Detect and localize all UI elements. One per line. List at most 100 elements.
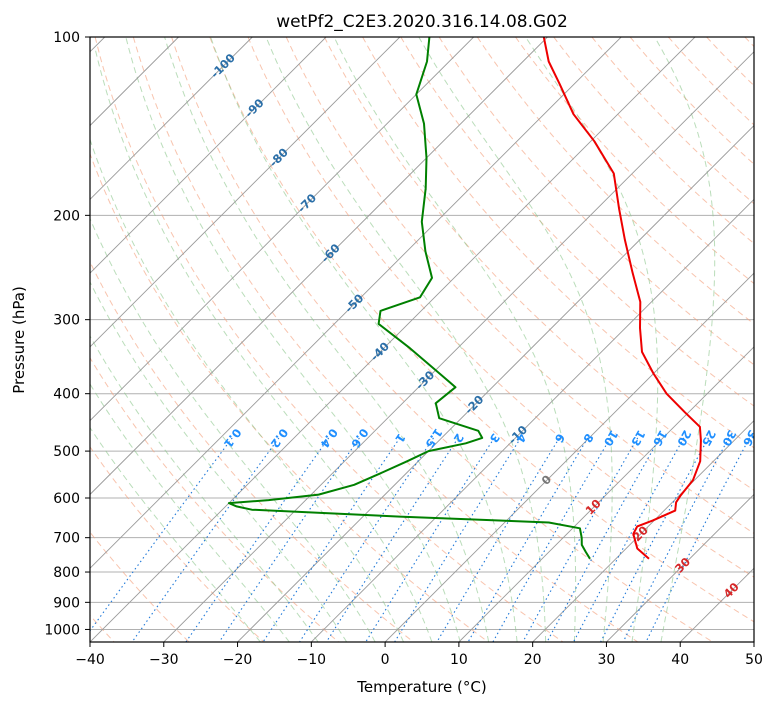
isotherm-label: -20 bbox=[462, 392, 487, 417]
dry-adiabat bbox=[94, 37, 564, 642]
x-tick-label: −20 bbox=[223, 652, 253, 668]
isotherm-line bbox=[311, 198, 754, 642]
y-tick-label: 100 bbox=[53, 30, 80, 46]
y-tick-label: 200 bbox=[53, 208, 80, 224]
y-tick-label: 900 bbox=[53, 595, 80, 611]
mixing-ratio-line bbox=[131, 437, 280, 642]
mixing-ratio-label: 1 bbox=[392, 431, 408, 446]
moist-adiabat bbox=[525, 37, 659, 642]
moist-adiabat bbox=[418, 37, 613, 642]
isotherm-line bbox=[90, 37, 474, 422]
y-tick-label: 1000 bbox=[44, 622, 80, 638]
dry-adiabat bbox=[629, 37, 754, 165]
mixing-ratio-line bbox=[436, 437, 560, 642]
y-tick-label: 400 bbox=[53, 387, 80, 403]
plot-frame bbox=[89, 36, 755, 643]
dry-adiabat bbox=[90, 260, 414, 642]
x-tick-label: 50 bbox=[745, 652, 763, 668]
isotherm-label: -60 bbox=[318, 241, 343, 266]
isotherm-line bbox=[458, 346, 754, 642]
x-tick-label: 20 bbox=[524, 652, 542, 668]
dry-adiabats bbox=[90, 37, 754, 642]
mixing-ratio-label: 30 bbox=[719, 428, 739, 449]
isotherm-label: -70 bbox=[295, 191, 320, 216]
isotherm-label: 10 bbox=[583, 496, 604, 517]
y-axis-title: Pressure (hPa) bbox=[10, 286, 28, 394]
isotherms bbox=[90, 37, 754, 642]
isotherm-label: -40 bbox=[367, 339, 392, 364]
mixing-ratio-line bbox=[325, 437, 459, 642]
dry-adiabat bbox=[515, 37, 754, 285]
moist-adiabat bbox=[94, 49, 433, 642]
mixing-ratio-label: 3 bbox=[487, 431, 503, 445]
isotherm-label: 0 bbox=[539, 472, 555, 488]
isotherm-line bbox=[90, 37, 548, 496]
y-tick-label: 300 bbox=[53, 313, 80, 329]
dry-adiabat bbox=[476, 37, 754, 325]
y-axis-ticks: 100 200 300 400 500 600 700 800 900 1000 bbox=[44, 30, 90, 638]
plot-area: -100-90-80-70-60-50-40-30-20-10010203040… bbox=[90, 37, 754, 642]
moist-adiabat bbox=[125, 37, 461, 642]
mixing-ratio-line bbox=[299, 437, 434, 642]
isotherm-line bbox=[384, 272, 754, 642]
x-tick-label: −30 bbox=[149, 652, 179, 668]
mixing-ratio-label: 1.5 bbox=[422, 426, 445, 451]
moist-adiabat bbox=[333, 37, 577, 642]
mixing-ratio-label: 0.6 bbox=[348, 426, 371, 451]
mixing-ratio-label: 13 bbox=[628, 428, 648, 449]
mixing-ratio-line bbox=[218, 437, 360, 642]
dry-adiabat bbox=[90, 356, 339, 642]
isotherm-label: -90 bbox=[242, 96, 267, 121]
chart-title: wetPf2_C2E3.2020.316.14.08.G02 bbox=[276, 12, 568, 32]
moist-adiabat bbox=[265, 37, 547, 642]
isotherm-label: -100 bbox=[208, 51, 238, 81]
isotherm-line bbox=[90, 37, 327, 274]
isotherm-label: 30 bbox=[672, 555, 693, 576]
moist-adiabat bbox=[90, 217, 376, 642]
isotherm-line bbox=[90, 37, 253, 200]
dry-adiabat bbox=[744, 37, 754, 48]
mixing-ratio-line bbox=[467, 437, 589, 642]
x-tick-label: −40 bbox=[75, 652, 105, 668]
mixing-ratio-label: 0.1 bbox=[221, 426, 244, 451]
dry-adiabat bbox=[90, 531, 190, 642]
isotherm-label: -50 bbox=[342, 291, 367, 316]
isotherm-line bbox=[90, 37, 401, 348]
isotherm-line bbox=[90, 37, 696, 642]
mixing-ratio-label: 0.2 bbox=[268, 426, 291, 451]
moist-adiabat bbox=[90, 426, 261, 642]
x-tick-label: 10 bbox=[450, 652, 468, 668]
moist-adiabat bbox=[90, 383, 290, 642]
sounding-profiles bbox=[227, 37, 702, 560]
x-axis-ticks: −40 −30 −20 −10 0 10 20 30 40 50 bbox=[75, 642, 763, 668]
mixing-ratio-line bbox=[600, 437, 709, 642]
dry-adiabat bbox=[553, 37, 754, 245]
dry-adiabat bbox=[323, 37, 754, 491]
dry-adiabat bbox=[132, 37, 639, 642]
dry-adiabat bbox=[591, 37, 754, 205]
x-tick-label: 40 bbox=[671, 652, 689, 668]
moist-adiabat bbox=[90, 280, 348, 642]
dry-adiabat bbox=[667, 37, 754, 126]
mixing-ratio-line bbox=[492, 437, 611, 642]
mixing-ratio-label: 20 bbox=[674, 428, 694, 449]
dry-adiabat bbox=[400, 37, 754, 407]
x-tick-label: 30 bbox=[598, 652, 616, 668]
mixing-ratio-line bbox=[522, 437, 639, 642]
mixing-ratio-label: 6 bbox=[552, 431, 568, 445]
y-tick-label: 500 bbox=[53, 444, 80, 460]
x-tick-label: −10 bbox=[297, 652, 327, 668]
x-tick-label: 0 bbox=[381, 652, 390, 668]
dry-adiabat bbox=[285, 37, 754, 534]
mixing-ratio-label: 10 bbox=[601, 428, 621, 449]
moist-adiabat bbox=[90, 335, 319, 642]
isotherm-line bbox=[90, 37, 622, 569]
isotherm-label: -80 bbox=[266, 145, 291, 170]
dry-adiabat bbox=[209, 37, 754, 623]
y-tick-label: 600 bbox=[53, 491, 80, 507]
mixing-ratio-line bbox=[185, 437, 330, 642]
isotherm-line bbox=[237, 124, 754, 642]
moist-adiabat bbox=[210, 37, 518, 642]
isotherm-line bbox=[606, 493, 754, 642]
